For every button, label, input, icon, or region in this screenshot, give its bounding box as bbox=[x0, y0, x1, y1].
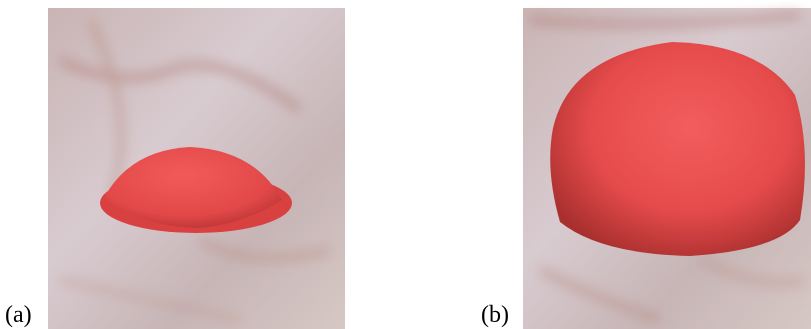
panel-label: (a) bbox=[5, 302, 32, 328]
panel-label: (b) bbox=[481, 302, 509, 328]
dome bbox=[550, 42, 805, 256]
texture bbox=[529, 11, 806, 324]
panel-b bbox=[523, 8, 811, 329]
panel-a bbox=[48, 8, 345, 329]
dome bbox=[104, 147, 282, 228]
texture bbox=[58, 18, 331, 323]
